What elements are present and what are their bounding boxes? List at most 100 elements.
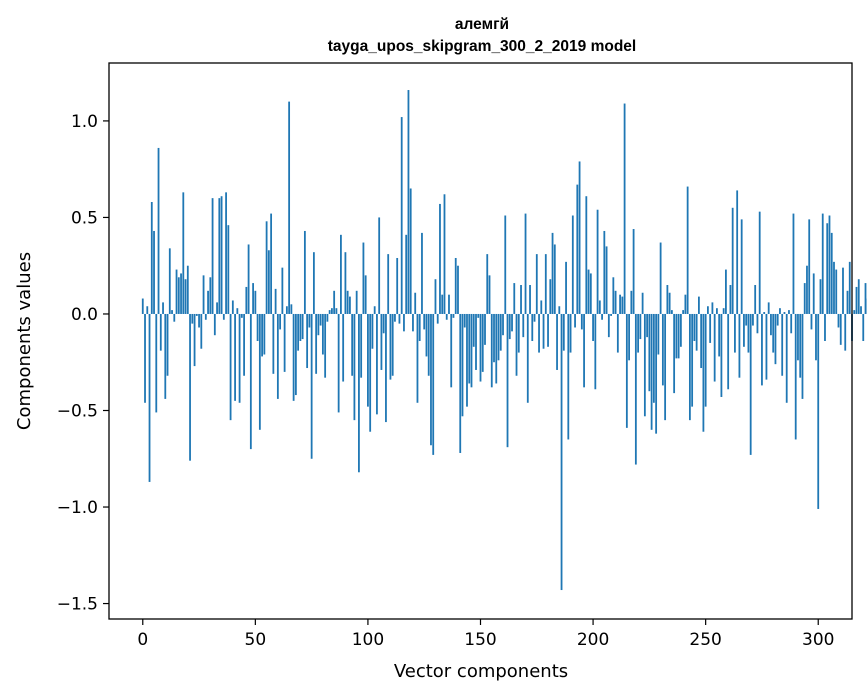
bar-172	[529, 285, 531, 314]
bar-89	[342, 313, 345, 382]
bar-202	[596, 209, 599, 314]
bar-300	[817, 313, 820, 509]
bar-167	[517, 313, 520, 353]
bar-278	[767, 302, 770, 314]
bar-43	[238, 313, 241, 403]
bar-247	[698, 296, 700, 314]
bar-127	[427, 313, 430, 376]
bar-94	[353, 313, 356, 421]
y-tick-label: −0.5	[57, 402, 98, 422]
bar-111	[391, 313, 394, 376]
bar-285	[783, 312, 786, 314]
bar-193	[576, 184, 579, 314]
bar-292	[799, 313, 802, 378]
bar-263	[734, 313, 736, 353]
bar-245	[693, 313, 696, 341]
bar-34	[218, 198, 221, 314]
bar-317	[855, 286, 858, 314]
bar-56	[267, 250, 270, 314]
bar-195	[580, 313, 583, 330]
bar-12	[168, 248, 171, 314]
bar-264	[736, 190, 739, 314]
bar-154	[488, 275, 491, 314]
bar-14	[173, 313, 176, 322]
bar-30	[209, 277, 212, 314]
bar-117	[405, 234, 408, 314]
bar-271	[752, 313, 754, 326]
bar-143	[463, 313, 466, 328]
bar-135	[445, 313, 448, 320]
bar-71	[301, 313, 304, 340]
bar-295	[806, 265, 808, 314]
bar-49	[252, 283, 254, 314]
bar-227	[652, 313, 655, 403]
bar-283	[779, 308, 781, 314]
bar-69	[297, 313, 300, 351]
bar-52	[258, 313, 261, 430]
bars-group	[141, 90, 867, 591]
bar-238	[677, 313, 680, 359]
bar-136	[448, 294, 450, 314]
bar-178	[542, 313, 545, 349]
bar-124	[421, 232, 423, 314]
bar-302	[821, 213, 824, 314]
bar-280	[772, 313, 775, 353]
bar-239	[679, 313, 682, 347]
bar-262	[731, 207, 734, 314]
bar-83	[328, 310, 331, 314]
bar-2	[146, 306, 149, 314]
bar-223	[643, 313, 646, 417]
bar-74	[308, 313, 311, 328]
x-tick-label: 150	[464, 630, 496, 650]
bar-146	[470, 313, 473, 388]
bar-312	[844, 313, 847, 351]
bar-241	[684, 294, 687, 314]
bar-151	[481, 313, 484, 372]
bar-115	[400, 117, 403, 314]
bar-186	[560, 313, 563, 591]
y-tick-label: 0.5	[71, 208, 98, 228]
bar-153	[486, 254, 489, 314]
bar-251	[707, 306, 709, 314]
bar-248	[700, 313, 703, 369]
bar-179	[544, 254, 547, 314]
bar-57	[270, 213, 273, 314]
bar-39	[229, 313, 232, 421]
bar-258	[722, 308, 725, 314]
bar-35	[220, 196, 223, 314]
bar-103	[373, 306, 376, 314]
bar-162	[506, 313, 509, 448]
bar-133	[441, 294, 444, 314]
bar-150	[479, 313, 482, 382]
bar-16	[177, 277, 180, 314]
bar-118	[407, 90, 410, 314]
bar-287	[788, 310, 790, 314]
bar-149	[477, 313, 480, 318]
bar-158	[497, 313, 500, 361]
bar-164	[511, 313, 513, 332]
bar-291	[797, 313, 799, 361]
bar-277	[765, 313, 768, 380]
bar-243	[688, 313, 691, 421]
bar-170	[524, 213, 527, 314]
bar-188	[565, 261, 567, 314]
bar-185	[558, 306, 561, 314]
bar-142	[461, 313, 464, 417]
bar-290	[794, 313, 797, 440]
bar-273	[756, 313, 759, 334]
bar-224	[646, 313, 649, 338]
bar-9	[162, 302, 164, 314]
bar-126	[425, 313, 428, 357]
bar-22	[191, 313, 194, 324]
bar-180	[547, 313, 549, 347]
bar-87	[337, 313, 340, 413]
bar-24	[195, 313, 198, 316]
bar-113	[396, 257, 399, 314]
bar-183	[553, 244, 556, 314]
bar-261	[729, 285, 732, 314]
bar-310	[839, 313, 842, 345]
bar-148	[475, 313, 477, 370]
bar-67	[292, 313, 295, 401]
bar-220	[637, 313, 640, 353]
